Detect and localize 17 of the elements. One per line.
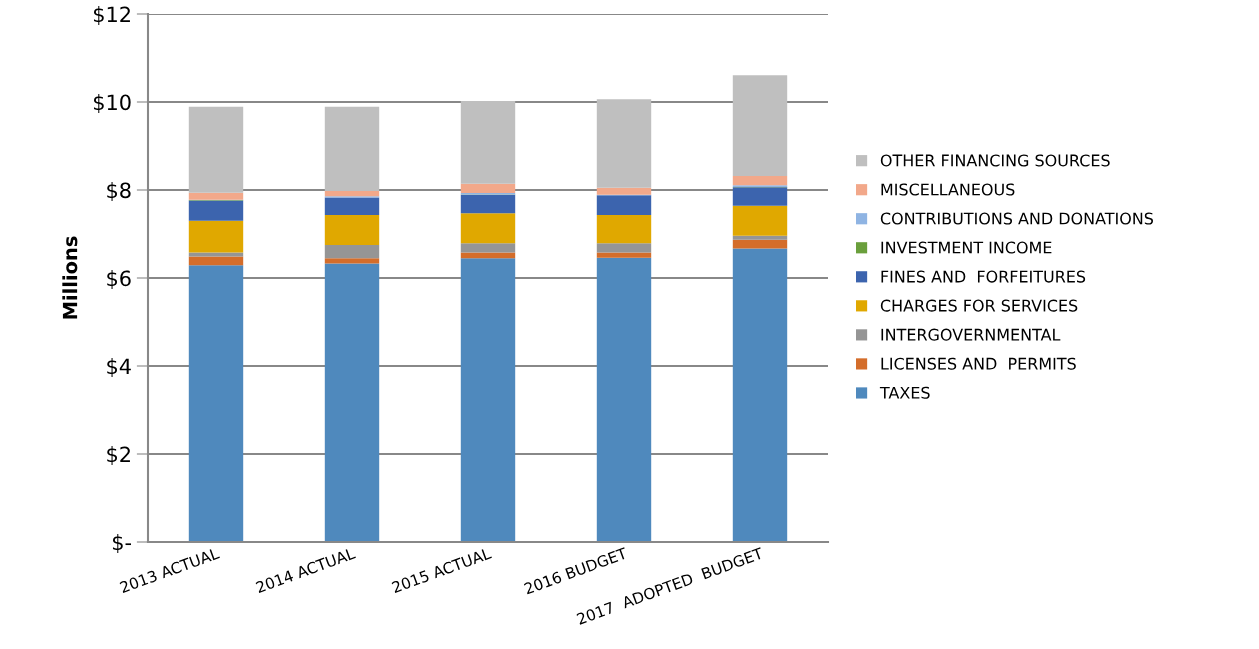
y-tick-label: $- <box>112 534 132 553</box>
y-tick-label: $4 <box>107 358 131 377</box>
legend-label: OTHER FINANCING SOURCES <box>880 154 1110 167</box>
legend-label: FINES AND FORFEITURES <box>881 270 1086 283</box>
y-tick-label: $6 <box>107 270 131 289</box>
legend-label: INVESTMENT INCOME <box>881 241 1052 254</box>
y-tick-label: $10 <box>93 94 131 113</box>
y-tick-label: $12 <box>93 6 130 25</box>
y-tick-label: $2 <box>107 446 130 465</box>
legend-label: CHARGES FOR SERVICES <box>880 299 1078 312</box>
legend-label: CONTRIBUTIONS AND DONATIONS <box>880 212 1154 225</box>
legend-label: LICENSES AND PERMITS <box>881 357 1076 370</box>
legend-label: TAXES <box>879 386 930 399</box>
legend-label: INTERGOVERNMENTAL <box>881 328 1061 341</box>
y-axis-title: Millions <box>62 236 78 319</box>
legend-label: MISCELLANEOUS <box>881 183 1015 196</box>
y-tick-label: $8 <box>107 182 131 201</box>
